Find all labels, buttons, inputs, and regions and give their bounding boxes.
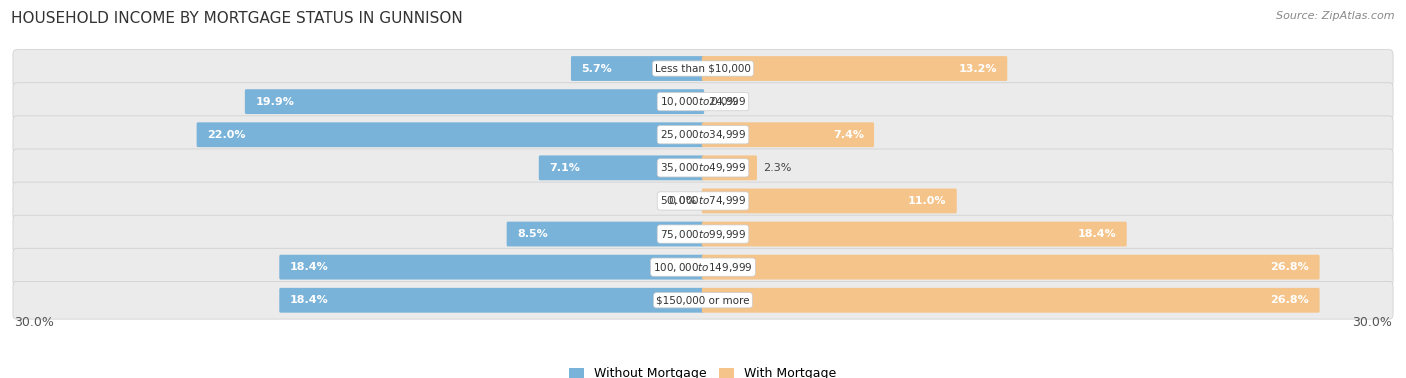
Text: 30.0%: 30.0% xyxy=(14,316,53,329)
Text: 7.1%: 7.1% xyxy=(550,163,581,173)
Text: 7.4%: 7.4% xyxy=(832,130,863,140)
FancyBboxPatch shape xyxy=(538,155,704,180)
FancyBboxPatch shape xyxy=(245,89,704,114)
Text: $25,000 to $34,999: $25,000 to $34,999 xyxy=(659,128,747,141)
FancyBboxPatch shape xyxy=(13,281,1393,319)
Text: $10,000 to $24,999: $10,000 to $24,999 xyxy=(659,95,747,108)
FancyBboxPatch shape xyxy=(13,116,1393,153)
Text: $35,000 to $49,999: $35,000 to $49,999 xyxy=(659,161,747,174)
Text: 18.4%: 18.4% xyxy=(1077,229,1116,239)
FancyBboxPatch shape xyxy=(13,182,1393,220)
FancyBboxPatch shape xyxy=(13,248,1393,286)
FancyBboxPatch shape xyxy=(571,56,704,81)
Text: $75,000 to $99,999: $75,000 to $99,999 xyxy=(659,228,747,240)
FancyBboxPatch shape xyxy=(702,122,875,147)
Text: 13.2%: 13.2% xyxy=(959,64,997,74)
FancyBboxPatch shape xyxy=(702,189,956,213)
FancyBboxPatch shape xyxy=(280,255,704,280)
Text: 5.7%: 5.7% xyxy=(581,64,612,74)
Text: 26.8%: 26.8% xyxy=(1271,262,1309,272)
FancyBboxPatch shape xyxy=(13,215,1393,253)
FancyBboxPatch shape xyxy=(702,288,1320,313)
Text: 18.4%: 18.4% xyxy=(290,262,329,272)
Text: 22.0%: 22.0% xyxy=(207,130,246,140)
Text: 8.5%: 8.5% xyxy=(517,229,548,239)
Legend: Without Mortgage, With Mortgage: Without Mortgage, With Mortgage xyxy=(569,367,837,378)
Text: 19.9%: 19.9% xyxy=(256,97,294,107)
FancyBboxPatch shape xyxy=(280,288,704,313)
FancyBboxPatch shape xyxy=(702,255,1320,280)
Text: Less than $10,000: Less than $10,000 xyxy=(655,64,751,74)
FancyBboxPatch shape xyxy=(13,149,1393,187)
Text: $150,000 or more: $150,000 or more xyxy=(657,295,749,305)
Text: 26.8%: 26.8% xyxy=(1271,295,1309,305)
FancyBboxPatch shape xyxy=(702,222,1126,246)
Text: 2.3%: 2.3% xyxy=(762,163,792,173)
Text: 0.0%: 0.0% xyxy=(710,97,738,107)
Text: $50,000 to $74,999: $50,000 to $74,999 xyxy=(659,194,747,208)
FancyBboxPatch shape xyxy=(13,50,1393,87)
FancyBboxPatch shape xyxy=(506,222,704,246)
Text: 0.0%: 0.0% xyxy=(668,196,696,206)
Text: Source: ZipAtlas.com: Source: ZipAtlas.com xyxy=(1277,11,1395,21)
FancyBboxPatch shape xyxy=(197,122,704,147)
Text: 11.0%: 11.0% xyxy=(908,196,946,206)
Text: 30.0%: 30.0% xyxy=(1353,316,1392,329)
Text: HOUSEHOLD INCOME BY MORTGAGE STATUS IN GUNNISON: HOUSEHOLD INCOME BY MORTGAGE STATUS IN G… xyxy=(11,11,463,26)
Text: 18.4%: 18.4% xyxy=(290,295,329,305)
FancyBboxPatch shape xyxy=(13,83,1393,121)
FancyBboxPatch shape xyxy=(702,56,1007,81)
Text: $100,000 to $149,999: $100,000 to $149,999 xyxy=(654,261,752,274)
FancyBboxPatch shape xyxy=(702,155,756,180)
